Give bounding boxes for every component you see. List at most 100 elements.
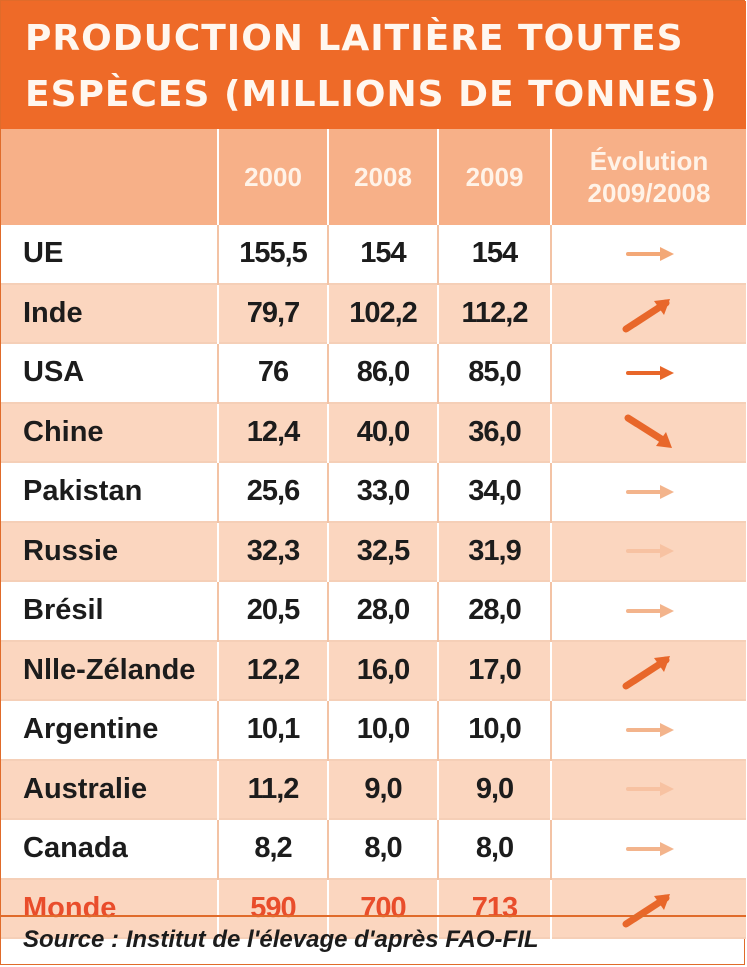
country-cell: UE xyxy=(1,225,219,284)
table-row: Argentine 10,1 10,0 10,0 xyxy=(1,700,746,760)
header-2008: 2008 xyxy=(328,129,439,225)
value-2008-cell: 154 xyxy=(328,225,439,284)
value-2008-cell: 40,0 xyxy=(328,402,439,462)
value-2008-cell: 9,0 xyxy=(328,759,439,819)
arrow-right-icon xyxy=(626,365,674,380)
country-cell: Inde xyxy=(1,283,219,343)
country-cell: Canada xyxy=(1,819,219,879)
evolution-cell xyxy=(551,283,746,343)
value-2009-cell: 34,0 xyxy=(438,462,552,522)
arrow-down-right-icon xyxy=(624,414,672,449)
value-2000-cell: 8,2 xyxy=(218,819,329,879)
value-2000-cell: 11,2 xyxy=(218,759,329,819)
header-row: 2000 2008 2009 Évolution 2009/2008 xyxy=(1,129,746,225)
table-row: Pakistan 25,6 33,0 34,0 xyxy=(1,462,746,522)
header-evolution-line-2: 2009/2008 xyxy=(587,178,711,208)
country-cell: Russie xyxy=(1,521,219,581)
value-2000-cell: 10,1 xyxy=(218,700,329,760)
country-cell: Australie xyxy=(1,759,219,819)
value-2009-cell: 85,0 xyxy=(438,343,552,403)
value-2000-cell: 155,5 xyxy=(218,225,329,284)
value-2009-cell: 28,0 xyxy=(438,581,552,641)
value-2008-cell: 28,0 xyxy=(328,581,439,641)
value-2008-cell: 8,0 xyxy=(328,819,439,879)
table-row: Brésil 20,5 28,0 28,0 xyxy=(1,581,746,641)
title-line-2: ESPÈCES (MILLIONS DE TONNES) xyxy=(25,74,718,115)
source-note: Source : Institut de l'élevage d'après F… xyxy=(1,915,746,966)
evolution-cell xyxy=(551,700,746,760)
production-table: 2000 2008 2009 Évolution 2009/2008 UE 155… xyxy=(1,129,746,939)
table-row: Canada 8,2 8,0 8,0 xyxy=(1,819,746,879)
value-2000-cell: 12,2 xyxy=(218,640,329,700)
title-line-1: PRODUCTION LAITIÈRE TOUTES xyxy=(25,18,684,59)
value-2000-cell: 79,7 xyxy=(218,283,329,343)
value-2009-cell: 9,0 xyxy=(438,759,552,819)
evolution-cell xyxy=(551,640,746,700)
value-2009-cell: 8,0 xyxy=(438,819,552,879)
table-row: Inde 79,7 102,2 112,2 xyxy=(1,283,746,343)
value-2009-cell: 154 xyxy=(438,225,552,284)
evolution-cell xyxy=(551,462,746,522)
evolution-cell xyxy=(551,402,746,462)
value-2000-cell: 590 xyxy=(218,878,329,938)
country-cell: Chine xyxy=(1,402,219,462)
value-2008-cell: 10,0 xyxy=(328,700,439,760)
table-row: Chine 12,4 40,0 36,0 xyxy=(1,402,746,462)
header-evolution: Évolution 2009/2008 xyxy=(551,129,746,225)
evolution-cell xyxy=(551,819,746,879)
arrow-right-icon xyxy=(626,841,674,856)
evolution-cell xyxy=(551,521,746,581)
table-row: Monde 590 700 713 xyxy=(1,878,746,938)
value-2009-cell: 31,9 xyxy=(438,521,552,581)
value-2008-cell: 33,0 xyxy=(328,462,439,522)
value-2008-cell: 700 xyxy=(328,878,439,938)
arrow-right-icon xyxy=(626,246,674,261)
value-2008-cell: 86,0 xyxy=(328,343,439,403)
value-2000-cell: 20,5 xyxy=(218,581,329,641)
arrow-right-icon xyxy=(626,782,674,797)
header-2009: 2009 xyxy=(438,129,552,225)
country-cell: Monde xyxy=(1,878,219,938)
country-cell: Brésil xyxy=(1,581,219,641)
value-2000-cell: 25,6 xyxy=(218,462,329,522)
value-2008-cell: 102,2 xyxy=(328,283,439,343)
evolution-cell xyxy=(551,343,746,403)
evolution-cell xyxy=(551,878,746,938)
evolution-cell xyxy=(551,225,746,284)
value-2008-cell: 16,0 xyxy=(328,640,439,700)
table-body: UE 155,5 154 154 Inde 79,7 102,2 112,2 USA 76 86,0… xyxy=(1,225,746,938)
value-2009-cell: 10,0 xyxy=(438,700,552,760)
table-row: Australie 11,2 9,0 9,0 xyxy=(1,759,746,819)
table-row: Nlle-Zélande 12,2 16,0 17,0 xyxy=(1,640,746,700)
table-title: PRODUCTION LAITIÈRE TOUTES ESPÈCES (MILL… xyxy=(1,1,746,129)
table-header: 2000 2008 2009 Évolution 2009/2008 xyxy=(1,129,746,225)
country-cell: Nlle-Zélande xyxy=(1,640,219,700)
country-cell: Pakistan xyxy=(1,462,219,522)
arrow-up-right-icon xyxy=(622,299,670,333)
value-2009-cell: 17,0 xyxy=(438,640,552,700)
arrow-right-icon xyxy=(626,484,674,499)
arrow-right-icon xyxy=(626,544,674,559)
evolution-cell xyxy=(551,581,746,641)
table-row: USA 76 86,0 85,0 xyxy=(1,343,746,403)
header-country xyxy=(1,129,219,225)
table-row: Russie 32,3 32,5 31,9 xyxy=(1,521,746,581)
arrow-up-right-icon xyxy=(622,894,670,928)
value-2000-cell: 12,4 xyxy=(218,402,329,462)
value-2000-cell: 76 xyxy=(218,343,329,403)
value-2009-cell: 713 xyxy=(438,878,552,938)
header-evolution-line-1: Évolution xyxy=(589,146,709,176)
value-2000-cell: 32,3 xyxy=(218,521,329,581)
arrow-right-icon xyxy=(626,603,674,618)
table-row: UE 155,5 154 154 xyxy=(1,225,746,284)
evolution-cell xyxy=(551,759,746,819)
country-cell: USA xyxy=(1,343,219,403)
value-2009-cell: 112,2 xyxy=(438,283,552,343)
arrow-right-icon xyxy=(626,722,674,737)
value-2008-cell: 32,5 xyxy=(328,521,439,581)
value-2009-cell: 36,0 xyxy=(438,402,552,462)
country-cell: Argentine xyxy=(1,700,219,760)
header-2000: 2000 xyxy=(218,129,329,225)
arrow-up-right-icon xyxy=(622,656,670,690)
